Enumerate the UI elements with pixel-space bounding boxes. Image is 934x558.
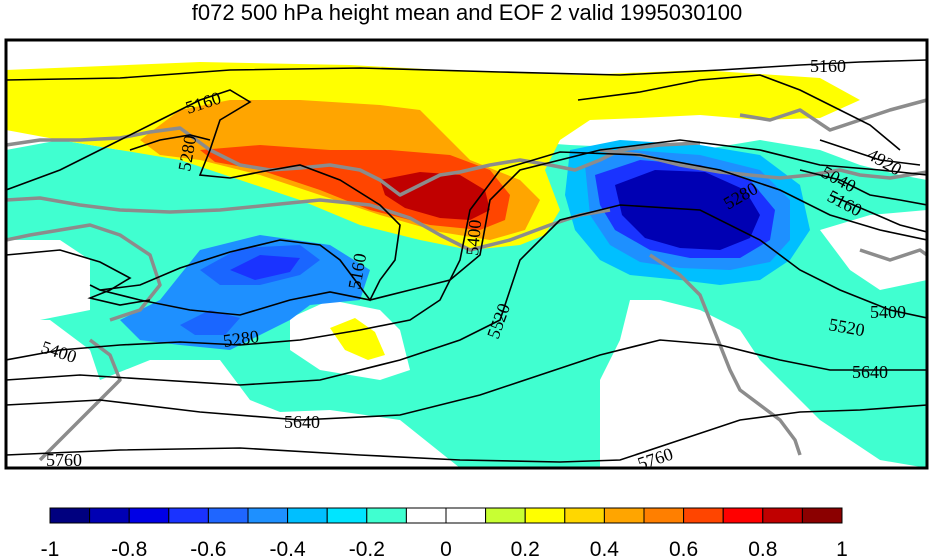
contour-labels: 5160 5160 5280 5160 5400 5280 5160 5040 … <box>39 56 906 474</box>
colorbar-swatch <box>722 507 764 524</box>
contour-line-12 <box>819 139 921 166</box>
contour-line-13 <box>829 194 927 233</box>
contour-line-6 <box>6 204 927 386</box>
contour-line-1 <box>6 59 927 81</box>
coastline-east <box>859 248 927 262</box>
colorbar-swatch <box>564 507 605 524</box>
colorbar-swatch <box>128 507 170 524</box>
colorbar-swatch <box>643 507 685 524</box>
contour-label: 5400 <box>870 302 906 322</box>
contour-line-10 <box>129 134 211 151</box>
height-contours <box>6 59 927 463</box>
contour-line-8 <box>6 404 927 463</box>
colorbar-swatch <box>603 507 645 524</box>
colorbar-swatch <box>168 507 209 524</box>
map-frame <box>4 38 929 470</box>
colorbar-swatch <box>287 507 328 524</box>
colorbar-tick-label: -0.8 <box>111 538 147 558</box>
contour-line-5 <box>6 151 927 361</box>
colorbar-tick-label: 0.6 <box>669 538 698 558</box>
shade-region-pos02-small <box>330 318 385 360</box>
contour-label: 5400 <box>39 337 79 367</box>
eof-shading <box>6 62 927 468</box>
coastline-hudson <box>739 98 927 132</box>
colorbar-tick-label: 0.8 <box>748 538 777 558</box>
colorbar-swatch <box>247 507 289 524</box>
colorbar-swatch <box>485 507 526 524</box>
shade-region-pos08 <box>380 172 490 220</box>
shade-region-neg05-sw <box>180 310 240 335</box>
colorbar-tick-label: -0.4 <box>270 538 307 558</box>
colorbar-swatch <box>207 507 249 524</box>
shade-region-zero-d <box>820 210 927 290</box>
shade-region-neg06-west <box>230 255 300 280</box>
shade-region-zero <box>6 240 90 320</box>
colorbar-swatch <box>683 507 724 524</box>
contour-label: 5280 <box>222 326 260 351</box>
colorbar <box>49 507 843 524</box>
contour-line-4 <box>99 139 927 316</box>
colorbar-swatch <box>762 507 803 524</box>
colorbar-swatch <box>89 507 130 524</box>
contour-line-3 <box>6 89 401 302</box>
colorbar-tick-label: 0.4 <box>590 538 620 558</box>
contour-line-7 <box>6 339 927 421</box>
contour-line-9 <box>6 249 151 306</box>
map-title: f072 500 hPa height mean and EOF 2 valid… <box>191 0 743 25</box>
coastline-asia <box>6 126 701 197</box>
colorbar-tick-label: 0 <box>440 538 452 558</box>
colorbar-tick-label: 0.2 <box>511 538 540 558</box>
colorbar-swatch <box>326 507 368 524</box>
shade-region-zero-e <box>6 330 60 468</box>
contour-line-2 <box>577 74 901 151</box>
colorbar-tick-label: -0.6 <box>190 538 226 558</box>
colorbar-tick-label: 1 <box>836 538 848 558</box>
colorbar-tick-labels: -1 -0.8 -0.6 -0.4 -0.2 0 0.2 0.4 0.6 0.8 1 <box>41 538 848 558</box>
colorbar-swatch <box>524 507 566 524</box>
colorbar-tick-label: -0.2 <box>349 538 385 558</box>
contour-label: 5400 <box>462 219 485 257</box>
contour-label: 5640 <box>284 412 320 432</box>
colorbar-swatch <box>445 507 487 524</box>
colorbar-swatch <box>801 507 843 524</box>
contour-label: 5760 <box>46 450 82 470</box>
coastline-siberia <box>6 196 611 252</box>
shade-region-neg02-b <box>6 150 40 240</box>
colorbar-swatch <box>405 507 447 524</box>
colorbar-swatch <box>366 507 407 524</box>
contour-label: 5640 <box>852 362 888 382</box>
shade-region-zero-c <box>600 310 720 468</box>
coastline-northamerica <box>649 253 802 456</box>
coastline-alaska <box>599 148 927 180</box>
contour-label: 5160 <box>810 56 846 76</box>
colorbar-swatch <box>49 507 91 524</box>
contour-line-11 <box>799 169 927 206</box>
colorbar-tick-label: -1 <box>41 538 60 558</box>
